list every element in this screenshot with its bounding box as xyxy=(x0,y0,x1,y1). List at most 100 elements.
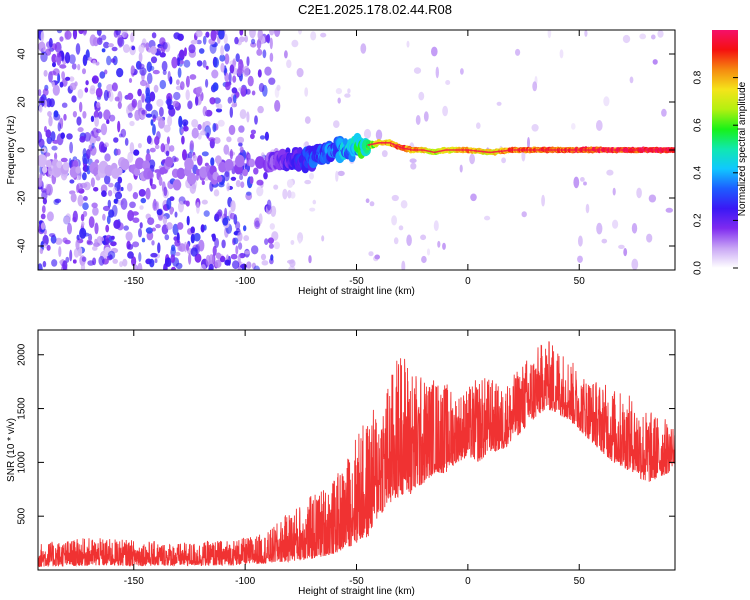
noise-cell xyxy=(571,123,576,130)
noise-cell xyxy=(276,84,281,91)
noise-cell xyxy=(134,109,141,121)
noise-cell xyxy=(267,237,274,244)
noise-cell xyxy=(223,171,230,182)
noise-cell xyxy=(242,65,250,77)
noise-cell xyxy=(541,194,545,207)
noise-cell xyxy=(289,259,296,268)
noise-cell xyxy=(239,109,247,120)
noise-cell xyxy=(38,89,42,97)
ridge-cell xyxy=(56,160,63,169)
noise-cell xyxy=(249,176,254,185)
noise-cell xyxy=(103,142,109,148)
noise-cell xyxy=(91,127,99,139)
y-tick-label: 1500 xyxy=(17,397,28,420)
noise-cell xyxy=(229,106,233,118)
noise-cell xyxy=(145,103,153,112)
noise-cell xyxy=(62,237,68,243)
noise-cell xyxy=(100,236,105,242)
noise-cell xyxy=(154,136,160,146)
noise-cell xyxy=(105,224,110,233)
noise-cell xyxy=(244,250,251,255)
noise-cell xyxy=(232,260,240,270)
noise-cell xyxy=(410,162,417,170)
noise-cell xyxy=(167,115,173,127)
noise-cell xyxy=(51,145,58,151)
noise-cell xyxy=(186,243,190,251)
noise-cell xyxy=(198,48,205,54)
noise-cell xyxy=(239,30,244,36)
noise-cell xyxy=(442,242,446,250)
noise-cell xyxy=(130,65,135,74)
noise-cell xyxy=(238,125,245,133)
noise-cell xyxy=(98,255,105,266)
noise-cell xyxy=(435,66,439,79)
snr-plot: -150 -100 -50 0 50 500 1000 1500 2000 Height of s… xyxy=(6,329,676,597)
noise-cell xyxy=(51,81,55,88)
noise-cell xyxy=(190,226,195,234)
noise-cell xyxy=(52,84,60,96)
noise-cell xyxy=(50,234,57,244)
noise-cell xyxy=(150,56,158,64)
noise-cell xyxy=(174,211,178,218)
ridge-cell xyxy=(120,158,130,171)
noise-cell xyxy=(64,30,72,40)
noise-cell xyxy=(547,30,552,39)
ridge-cell xyxy=(147,170,154,179)
noise-cell xyxy=(112,186,117,195)
noise-cell xyxy=(515,48,521,56)
noise-cell xyxy=(174,239,181,247)
noise-cell xyxy=(77,127,84,133)
noise-cell xyxy=(220,62,225,73)
ridge-cell xyxy=(133,167,141,177)
noise-cell xyxy=(52,62,56,68)
noise-cell xyxy=(129,142,135,154)
ridge-cell xyxy=(135,157,145,170)
noise-cell xyxy=(104,174,111,185)
noise-cell xyxy=(56,52,62,58)
noise-cell xyxy=(230,176,237,181)
noise-cell xyxy=(107,199,112,208)
noise-cell xyxy=(103,89,109,101)
noise-cell xyxy=(145,113,153,118)
noise-cell xyxy=(230,200,236,213)
x-tick-label: 0 xyxy=(465,276,471,287)
noise-cell xyxy=(237,136,245,144)
noise-cell xyxy=(433,220,439,232)
noise-cell xyxy=(91,142,95,149)
noise-cell xyxy=(80,263,86,270)
noise-cell xyxy=(50,131,56,142)
noise-cell xyxy=(260,253,267,261)
colorbar-gradient xyxy=(712,30,738,268)
noise-cell xyxy=(108,90,114,102)
noise-cell xyxy=(127,112,133,119)
noise-cell xyxy=(150,252,158,258)
noise-cell xyxy=(47,111,52,117)
noise-cell xyxy=(224,72,229,83)
noise-cell xyxy=(368,251,374,257)
noise-cell xyxy=(232,75,237,83)
noise-cell xyxy=(156,209,163,216)
noise-cell xyxy=(254,115,258,125)
noise-cell xyxy=(90,85,96,92)
noise-cell xyxy=(131,211,139,216)
colorbar-tick-label: 0.8 xyxy=(693,70,704,84)
noise-cell xyxy=(646,233,653,243)
noise-cell xyxy=(211,69,219,79)
noise-cell xyxy=(234,36,239,45)
noise-cell xyxy=(217,119,225,127)
noise-cell xyxy=(227,96,232,104)
y-tick-label: 0 xyxy=(17,147,28,153)
ridge-cell xyxy=(164,156,174,168)
noise-cell xyxy=(159,52,166,58)
noise-cell xyxy=(131,45,136,51)
noise-cell xyxy=(72,30,78,40)
noise-cell xyxy=(218,30,225,40)
noise-cell xyxy=(48,37,53,48)
noise-cell xyxy=(240,86,246,97)
noise-cell xyxy=(152,69,160,75)
y-axis-label: Frequency (Hz) xyxy=(6,116,17,185)
noise-cell xyxy=(94,222,99,235)
noise-cell xyxy=(76,234,80,241)
noise-cell xyxy=(88,216,95,229)
